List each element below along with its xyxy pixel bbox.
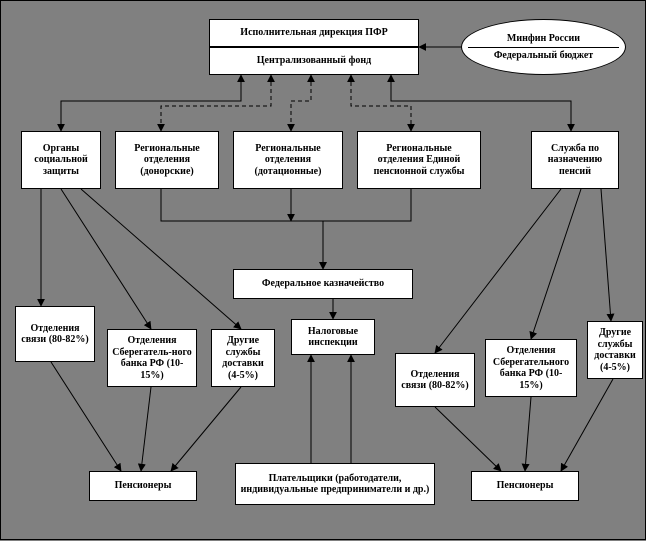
node-sber-right: Отделения Сберегательного банка РФ (10-1…: [485, 339, 577, 397]
node-tax-inspection: Налоговые инспекции: [291, 319, 375, 355]
node-sber-left: Отделения Сберегатель-ного банка РФ (10-…: [107, 329, 197, 387]
node-central-fund: Централизованный фонд: [209, 47, 419, 75]
minfin-bottom: Федеральный бюджет: [494, 50, 593, 62]
node-exec-direction: Исполнительная дирекция ПФР: [209, 19, 419, 47]
node-payers: Плательщики (работодатели, индивидуальны…: [235, 463, 435, 505]
node-regional-unified: Региональные отделения Единой пенсионной…: [357, 131, 481, 189]
minfin-top: Минфин России: [507, 33, 580, 45]
node-other-left: Другие службы доставки (4-5%): [211, 329, 275, 387]
node-regional-dotation: Региональные отделения (дотационные): [233, 131, 343, 189]
node-social-protection: Органы социальной защиты: [21, 131, 101, 189]
node-svyaz-left: Отделения связи (80-82%): [15, 306, 95, 362]
node-pensioners-right: Пенсионеры: [471, 471, 579, 501]
node-federal-treasury: Федеральное казначейство: [233, 269, 413, 299]
node-minfin: Минфин России Федеральный бюджет: [461, 19, 626, 75]
node-pensioners-left: Пенсионеры: [89, 471, 197, 501]
node-other-right: Другие службы доставки (4-5%): [587, 321, 643, 379]
node-svyaz-right: Отделения связи (80-82%): [395, 353, 475, 407]
node-pension-service: Служба по назначению пенсий: [531, 131, 619, 189]
node-regional-donor: Региональные отделения (донорские): [115, 131, 219, 189]
minfin-divider: [468, 47, 619, 48]
